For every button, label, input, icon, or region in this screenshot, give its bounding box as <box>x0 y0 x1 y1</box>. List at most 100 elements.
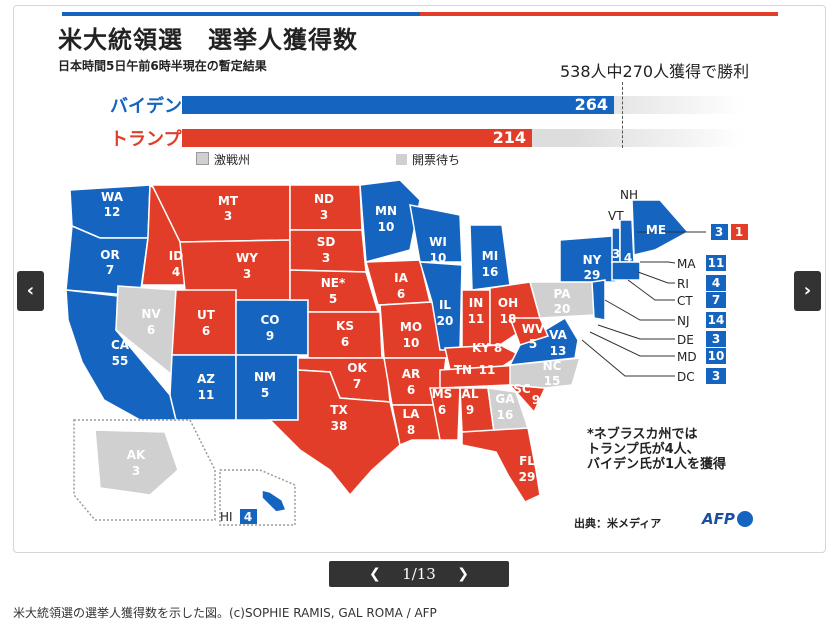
label-SD: SD <box>317 235 336 249</box>
next-slide-button[interactable]: › <box>794 271 821 311</box>
state-HI <box>261 489 288 513</box>
legend-pending-swatch <box>396 154 407 165</box>
label-CT: CT <box>677 294 693 308</box>
maine-biden-box <box>711 224 728 240</box>
label-KS: KS <box>336 319 354 333</box>
label-AZ: AZ <box>197 372 215 386</box>
candidate-trump-name: トランプ <box>110 129 182 150</box>
color-bar <box>62 12 778 16</box>
afp-logo: AFP <box>702 510 753 528</box>
legend-pending: 開票待ち <box>396 151 460 168</box>
ev-DC: 3 <box>712 369 720 383</box>
state-VA <box>508 316 579 366</box>
ev-HI: 4 <box>244 510 252 524</box>
label-MO: MO <box>400 320 422 334</box>
label-IA: IA <box>394 271 408 285</box>
majority-line <box>622 82 623 148</box>
chevron-left-icon: ❮ <box>369 566 381 582</box>
label-UT: UT <box>197 308 216 322</box>
label-WA: WA <box>101 190 124 204</box>
ev-HI-box <box>240 509 257 524</box>
ev-WV: 5 <box>529 337 537 351</box>
ev-TN: 11 <box>479 363 496 377</box>
ev-RI: 4 <box>712 276 720 290</box>
ev-KY: 8 <box>494 341 502 355</box>
ev-TX: 38 <box>331 419 348 433</box>
prev-slide-button[interactable]: ‹ <box>17 271 44 311</box>
label-AR: AR <box>402 367 421 381</box>
state-ME <box>631 199 690 256</box>
ev-MA: 11 <box>708 256 725 270</box>
ev-PA: 20 <box>554 302 571 316</box>
label-NV: NV <box>141 307 161 321</box>
ev-MS: 6 <box>438 403 446 417</box>
photo-caption: 米大統領選の選挙人獲得数を示した図。(c)SOPHIE RAMIS, GAL R… <box>13 606 437 620</box>
chevron-right-icon: ❯ <box>457 566 469 582</box>
state-CO <box>235 299 309 356</box>
state-NJ <box>591 279 606 321</box>
ev-DC-box <box>706 368 726 384</box>
afp-logo-dot <box>736 511 753 527</box>
ev-CT: 7 <box>712 293 720 307</box>
label-CO: CO <box>260 313 279 327</box>
ev-OK: 7 <box>353 377 361 391</box>
label-TX: TX <box>330 403 348 417</box>
legend-contested: 激戦州 <box>196 151 250 168</box>
ev-ID: 4 <box>172 265 180 279</box>
pager-next-button[interactable]: ❯ <box>457 561 469 587</box>
ev-NE: 5 <box>329 292 337 306</box>
label-MI: MI <box>482 249 498 263</box>
ev-MD-box <box>706 348 726 364</box>
state-MS <box>429 387 461 441</box>
infographic-title: 米大統領選 選挙人獲得数 <box>58 26 358 54</box>
state-MA-CT-RI <box>611 261 641 281</box>
ev-ND: 3 <box>320 208 328 222</box>
ev-IL: 20 <box>437 314 454 328</box>
biden-votes: 264 <box>574 95 608 114</box>
label-RI: RI <box>677 277 689 291</box>
label-AL: AL <box>462 387 479 401</box>
ev-VT: 3 <box>612 247 620 261</box>
infographic-subtitle: 日本時間5日午前6時半現在の暫定結果 <box>58 59 267 73</box>
connector-DE <box>597 324 675 340</box>
state-WI <box>409 204 463 263</box>
label-SC: SC <box>513 382 531 396</box>
ev-NC: 15 <box>544 374 561 388</box>
ev-DE-box <box>706 331 726 347</box>
state-WV <box>508 317 550 346</box>
ev-CA: 55 <box>112 354 129 368</box>
ev-AR: 6 <box>407 383 415 397</box>
trump-votes: 214 <box>492 128 526 147</box>
state-TX <box>268 369 401 497</box>
ev-NJ-box <box>706 312 726 328</box>
state-FL <box>461 427 541 503</box>
ev-OH: 18 <box>500 312 517 326</box>
alaska-inset <box>73 419 216 521</box>
ev-RI-box <box>706 275 726 291</box>
label-VA: VA <box>549 328 567 342</box>
ev-IA: 6 <box>397 287 405 301</box>
label-DE: DE <box>677 333 694 347</box>
trump-bar: 214 <box>182 128 532 147</box>
source-credit: 出典：米メディア <box>574 517 662 530</box>
state-KY <box>444 344 522 371</box>
candidate-biden-name: バイデン <box>110 96 182 117</box>
label-LA: LA <box>403 407 421 421</box>
ev-AZ: 11 <box>198 388 215 402</box>
label-GA: GA <box>495 392 515 406</box>
pager-prev-button[interactable]: ❮ <box>369 561 381 587</box>
afp-logo-text: AFP <box>702 510 735 528</box>
label-ID: ID <box>169 249 183 263</box>
label-OR: OR <box>100 248 119 262</box>
legend-pending-label: 開票待ち <box>412 153 461 167</box>
ev-NH: 4 <box>624 251 632 265</box>
connector-DC <box>581 339 675 377</box>
connector-MA <box>640 261 676 264</box>
ev-AK: 3 <box>132 464 140 478</box>
ev-AL: 9 <box>466 403 474 417</box>
gallery-pager: ❮ 1/13 ❯ <box>329 561 509 587</box>
state-AZ <box>169 354 237 421</box>
ev-NJ: 14 <box>708 313 725 327</box>
label-NY: NY <box>583 253 602 267</box>
